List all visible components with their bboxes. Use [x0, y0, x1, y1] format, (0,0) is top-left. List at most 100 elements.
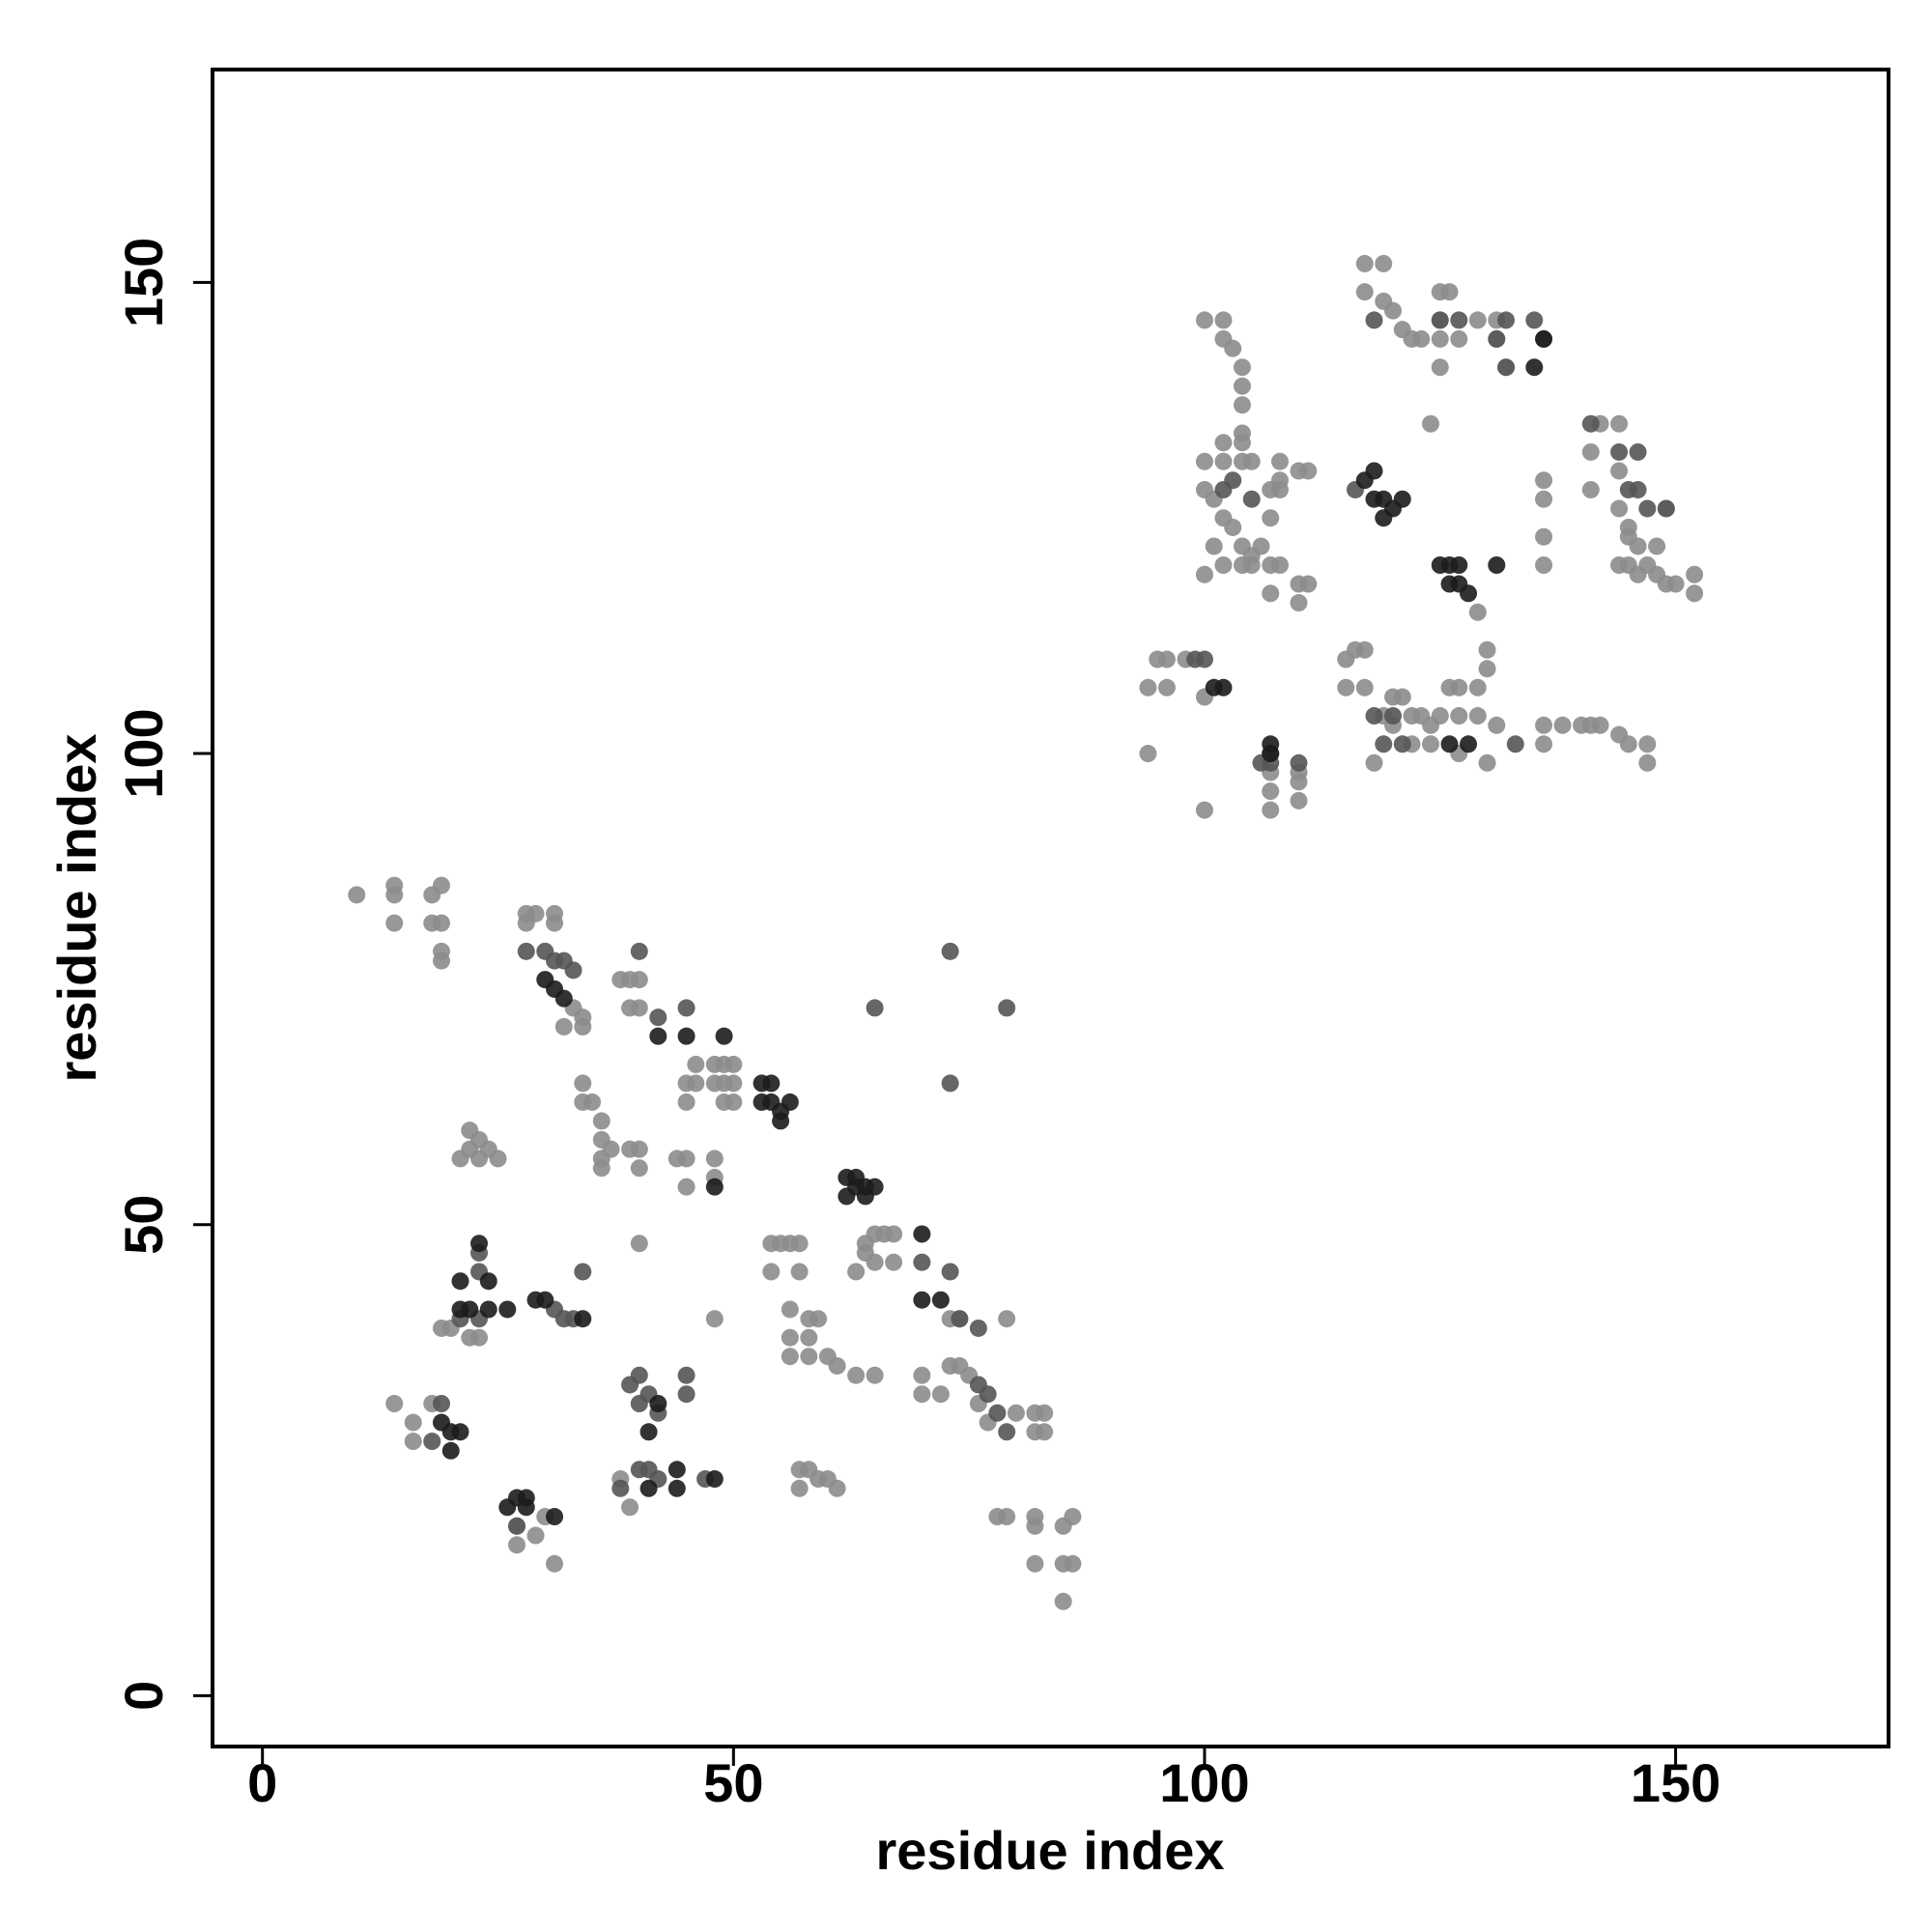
point	[800, 1328, 818, 1347]
point	[913, 1385, 931, 1404]
point	[385, 886, 404, 904]
point	[1195, 311, 1213, 329]
point	[1195, 801, 1213, 819]
point	[517, 1498, 535, 1517]
y-tick-label: 0	[113, 1681, 174, 1711]
point	[1535, 329, 1553, 348]
point	[630, 1159, 648, 1178]
point	[866, 999, 884, 1017]
point	[1535, 555, 1553, 574]
point	[574, 1310, 592, 1328]
point	[1270, 452, 1289, 470]
point	[1036, 1423, 1054, 1441]
point	[639, 1423, 658, 1441]
point	[913, 1291, 931, 1309]
point	[677, 1093, 696, 1111]
point	[998, 1508, 1016, 1526]
point	[988, 1404, 1007, 1422]
point	[677, 999, 696, 1017]
point	[1195, 650, 1213, 668]
point	[554, 989, 573, 1008]
point	[1440, 735, 1459, 753]
point	[1497, 358, 1516, 377]
point	[998, 1310, 1016, 1328]
point	[1610, 414, 1629, 433]
point	[1591, 716, 1609, 734]
point	[1440, 283, 1459, 301]
point	[677, 1027, 696, 1045]
point	[715, 1027, 733, 1045]
point	[630, 1366, 648, 1384]
point	[432, 914, 450, 932]
point	[1064, 1554, 1082, 1573]
point	[1460, 735, 1478, 753]
point	[592, 1112, 611, 1130]
point	[1450, 311, 1468, 329]
point	[526, 1526, 545, 1545]
point	[941, 1356, 959, 1375]
point	[470, 1235, 489, 1253]
point	[1629, 442, 1647, 461]
point	[1139, 745, 1157, 763]
point	[979, 1385, 997, 1404]
y-tick-label: 50	[113, 1195, 174, 1255]
point	[1431, 707, 1449, 725]
point	[1036, 1404, 1054, 1422]
point	[1195, 452, 1213, 470]
point	[1195, 565, 1213, 583]
point	[705, 1178, 724, 1196]
point	[441, 1441, 460, 1460]
point	[498, 1300, 517, 1319]
point	[941, 942, 959, 960]
point	[677, 1385, 696, 1404]
point	[1629, 565, 1647, 583]
y-axis-label: residue index	[46, 733, 107, 1082]
point	[630, 971, 648, 989]
point	[1535, 471, 1553, 490]
point	[1262, 509, 1280, 527]
point	[1384, 301, 1403, 320]
point	[1468, 707, 1487, 725]
point	[1450, 329, 1468, 348]
point	[790, 1235, 809, 1253]
point	[724, 1093, 743, 1111]
point	[546, 914, 564, 932]
point	[1581, 414, 1600, 433]
point	[913, 1225, 931, 1243]
point	[1262, 745, 1280, 763]
point	[913, 1253, 931, 1271]
point	[1422, 414, 1440, 433]
point	[1581, 480, 1600, 498]
point	[630, 1235, 648, 1253]
point	[1214, 678, 1233, 696]
point	[1365, 753, 1383, 772]
point	[800, 1348, 818, 1366]
point	[489, 1150, 507, 1168]
point	[1535, 735, 1553, 753]
point	[451, 1150, 469, 1168]
point	[668, 1461, 686, 1479]
point	[1422, 735, 1440, 753]
point	[705, 1150, 724, 1168]
point	[404, 1433, 422, 1451]
point	[1214, 434, 1233, 452]
point	[1224, 339, 1242, 357]
point	[1686, 565, 1704, 583]
point	[1007, 1404, 1025, 1422]
point	[1157, 650, 1176, 668]
point	[677, 1178, 696, 1196]
point	[1233, 396, 1251, 414]
point	[941, 1074, 959, 1093]
point	[1638, 735, 1657, 753]
point	[1488, 555, 1506, 574]
point	[554, 1017, 573, 1036]
point	[772, 1112, 790, 1130]
point	[931, 1291, 950, 1309]
point	[546, 1554, 564, 1573]
point	[479, 1300, 497, 1319]
point	[1629, 480, 1647, 498]
point	[1535, 716, 1553, 734]
point	[1355, 640, 1374, 659]
point	[1460, 584, 1478, 603]
